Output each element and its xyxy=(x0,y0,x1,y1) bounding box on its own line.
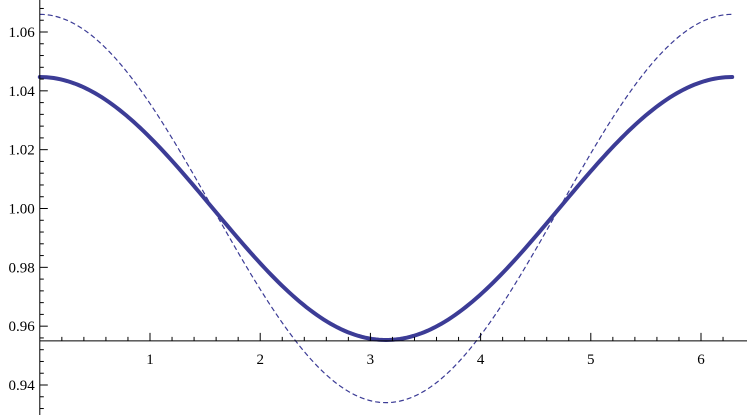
x-tick-label: 4 xyxy=(477,352,485,368)
y-tick-label: 1.04 xyxy=(9,84,36,100)
x-tick-label: 5 xyxy=(587,352,595,368)
y-axis-ticks: 0.94 0.96 0.98 1.00 1.02 1.04 1.06 xyxy=(9,7,48,410)
axes-group xyxy=(39,0,747,415)
y-tick-label: 1.06 xyxy=(9,25,36,41)
y-tick-label: 1.02 xyxy=(9,143,35,159)
y-tick-label: 0.96 xyxy=(9,319,36,335)
x-axis-ticks: 1 2 3 4 5 6 xyxy=(61,332,724,368)
x-tick-label: 6 xyxy=(697,352,705,368)
x-tick-label: 3 xyxy=(367,352,375,368)
y-tick-label: 0.94 xyxy=(9,378,36,394)
series-solid-line xyxy=(37,75,735,342)
y-tick-label: 1.00 xyxy=(9,202,35,218)
series-dashed-line xyxy=(39,13,733,404)
y-tick-label: 0.98 xyxy=(9,260,35,276)
x-tick-label: 1 xyxy=(146,352,154,368)
x-tick-label: 2 xyxy=(256,352,264,368)
series-group xyxy=(37,13,735,404)
